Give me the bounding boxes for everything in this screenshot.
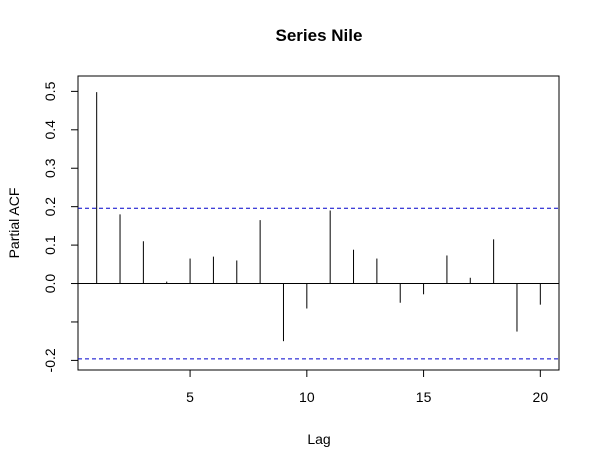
plot-frame [77, 75, 560, 371]
y-tick-label-5: 0.3 [42, 158, 58, 178]
y-tick-label-7: 0.5 [42, 81, 58, 101]
y-tick-label-2: 0.0 [42, 274, 58, 294]
y-tick-label-4: 0.2 [42, 197, 58, 217]
x-tick-label-10: 10 [299, 389, 315, 405]
x-tick-label-15: 15 [416, 389, 432, 405]
x-tick-label-20: 20 [533, 389, 549, 405]
x-axis-label: Lag [307, 431, 330, 447]
y-tick-label-6: 0.4 [42, 120, 58, 140]
y-axis-label: Partial ACF [6, 188, 22, 259]
y-tick-label-3: 0.1 [42, 235, 58, 255]
x-tick-label-5: 5 [186, 389, 194, 405]
y-tick-label-0: -0.2 [42, 348, 58, 372]
chart-title: Series Nile [276, 26, 363, 45]
